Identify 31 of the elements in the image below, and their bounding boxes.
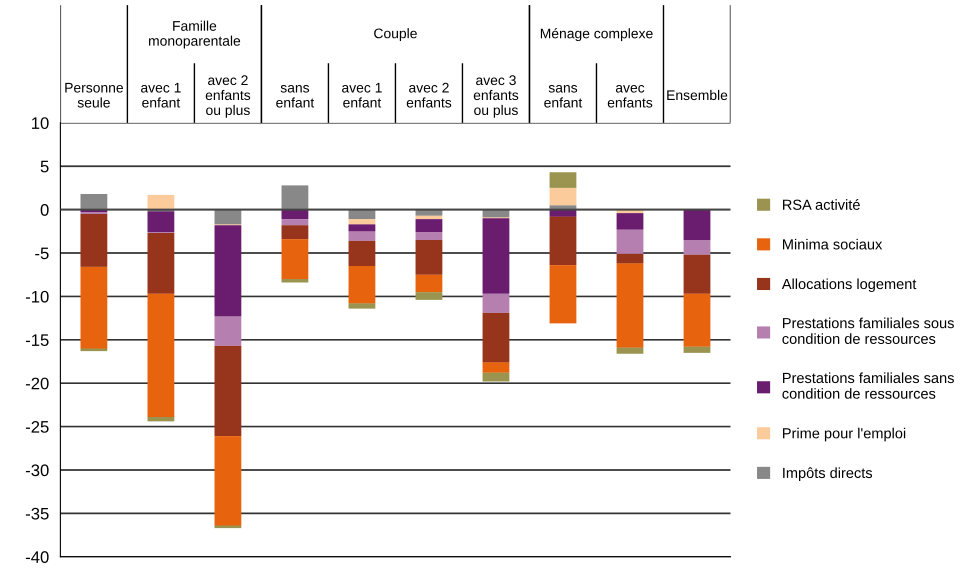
text: Couple: [374, 28, 417, 42]
y-tick-label: -35: [26, 508, 49, 520]
y-tick-label: -20: [26, 378, 49, 390]
x-tick-label: avec 1 enfant: [342, 82, 382, 108]
legend-label: Prestations familiales sans condition de ressources: [782, 372, 954, 399]
y-tick-label: 5: [40, 160, 49, 172]
x-tick-label: sans enfant: [276, 85, 314, 108]
x-tick-label: avec 2 enfants ou plus: [206, 75, 250, 118]
x-tick-label: avec 2 enfants: [406, 82, 452, 108]
y-tick-label: 0: [40, 204, 49, 216]
x-tick-label: sans enfant: [544, 85, 582, 108]
y-tick-label: 10: [32, 117, 49, 130]
text: Famille monoparentale: [149, 20, 240, 49]
text: Ménage complexe: [540, 28, 653, 42]
x-tick-label: Personne seule: [65, 82, 124, 108]
y-tick-label: -40: [26, 551, 49, 563]
y-tick-label: -10: [26, 290, 49, 303]
x-tick-label: avec 1 enfant: [141, 82, 181, 108]
legend-label: Allocations logement: [782, 278, 916, 292]
y-tick-label: -25: [26, 421, 49, 433]
legend-label: Impôts directs: [783, 467, 872, 481]
x-tick-label: Ensemble: [667, 90, 728, 100]
legend-label: Minima sociaux: [783, 238, 882, 250]
y-tick-label: -15: [26, 334, 49, 346]
x-tick-label: avec enfants: [608, 85, 652, 108]
y-tick-label: -30: [26, 464, 49, 476]
legend-label: Prime pour l'emploi: [783, 428, 906, 442]
legend-label: Prestations familiales sous condition de ressources: [782, 318, 954, 344]
legend-label: RSA activité: [783, 199, 860, 210]
x-tick-label: avec 3 enfants ou plus: [474, 75, 518, 118]
y-tick-label: -5: [35, 248, 49, 260]
